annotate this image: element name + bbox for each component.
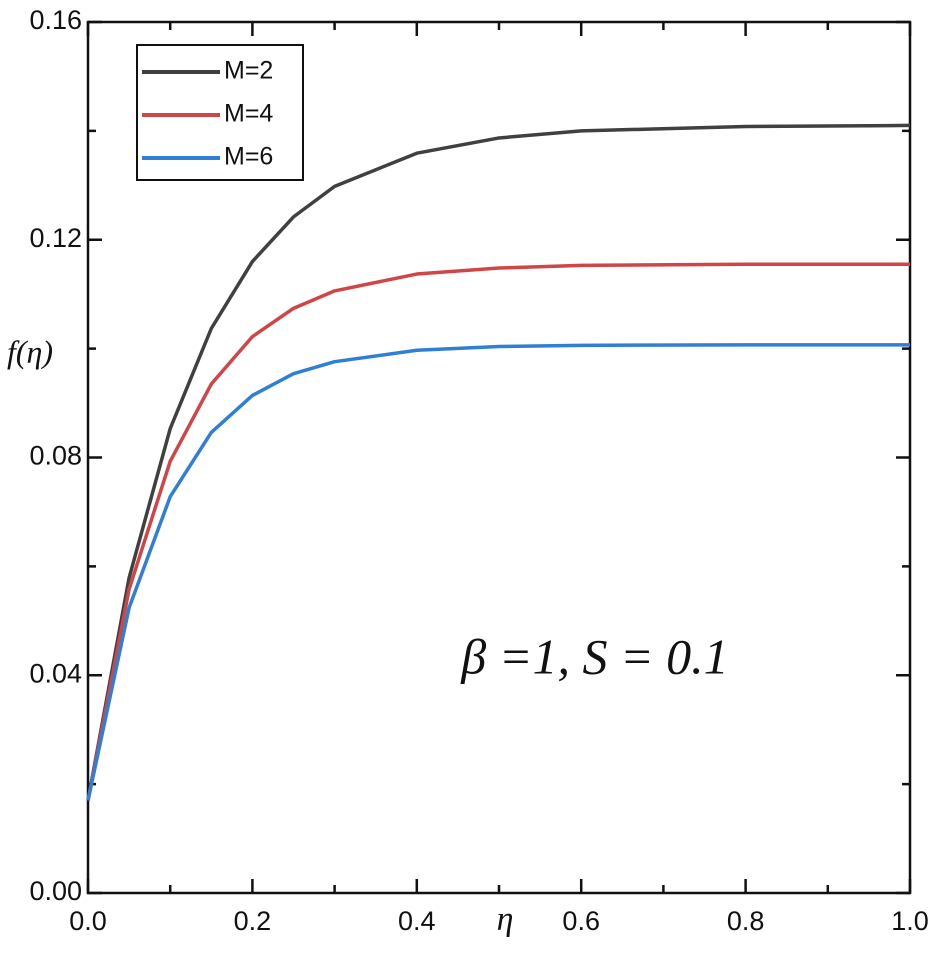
x-tick-label: 0.6 — [562, 906, 600, 936]
annotation: β =1, S = 0.1 — [460, 628, 728, 684]
series-line — [86, 123, 911, 801]
y-tick-label: 0.08 — [29, 441, 82, 471]
x-axis-label: η — [497, 901, 514, 938]
x-tick-label: 1.0 — [891, 906, 929, 936]
x-tick-label: 0.0 — [69, 906, 107, 936]
legend-label: M=2 — [224, 57, 273, 85]
legend-label: M=6 — [224, 143, 273, 171]
y-axis-label: f(η) — [7, 333, 53, 369]
x-tick-label: 0.8 — [727, 906, 765, 936]
series-line — [86, 262, 910, 801]
series-line — [86, 343, 910, 801]
legend-label: M=4 — [224, 100, 273, 128]
x-tick-label: 0.2 — [234, 906, 272, 936]
y-tick-label: 0.00 — [29, 876, 82, 906]
y-tick-label: 0.16 — [29, 5, 82, 35]
x-tick-label: 0.4 — [398, 906, 436, 936]
y-tick-label: 0.04 — [29, 658, 82, 688]
y-tick-label: 0.12 — [29, 223, 82, 253]
